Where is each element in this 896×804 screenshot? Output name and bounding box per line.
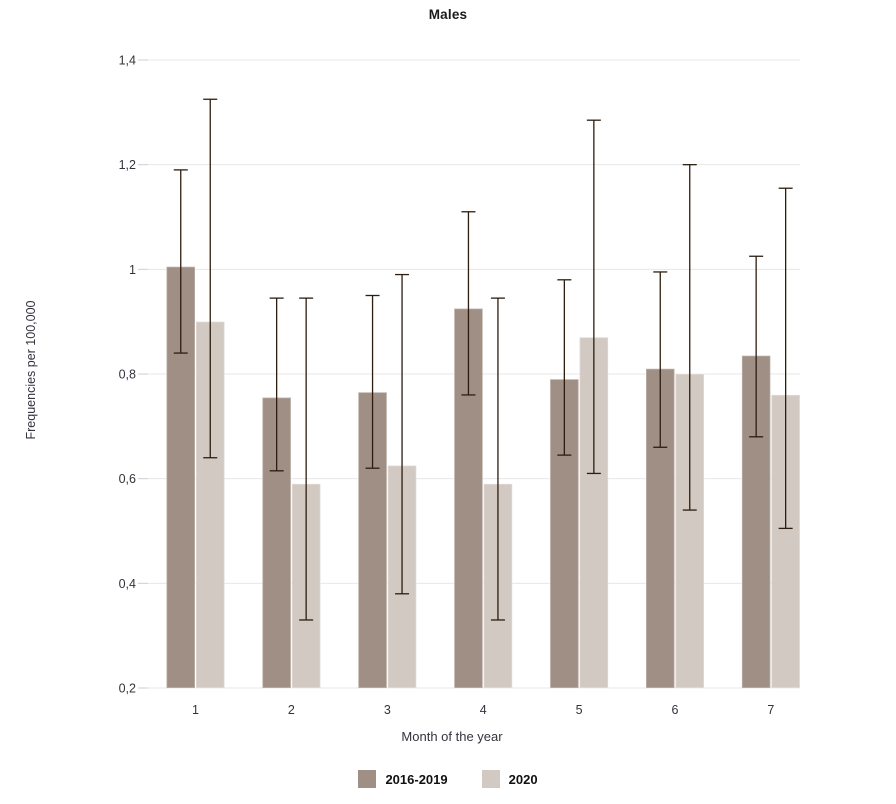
chart-title: Males <box>428 7 468 22</box>
y-tick-label: 0,6 <box>119 472 136 486</box>
y-tick-label: 0,8 <box>119 368 136 382</box>
legend: 2016-2019 2020 <box>0 770 896 788</box>
legend-label-2020: 2020 <box>508 771 538 787</box>
y-tick-label: 1,4 <box>119 54 136 68</box>
legend-item-2020[interactable]: 2020 <box>481 770 538 788</box>
y-tick-label: 0,2 <box>119 682 136 696</box>
y-tick-label: 1 <box>129 263 136 277</box>
x-tick-label-7: 7 <box>767 703 774 717</box>
x-axis-title: Month of the year <box>401 729 503 744</box>
x-tick-label-3: 3 <box>384 703 391 717</box>
legend-swatch-2020 <box>481 770 500 788</box>
x-tick-label-4: 4 <box>480 703 487 717</box>
y-tick-label: 0,4 <box>119 577 136 591</box>
legend-label-2016-2019: 2016-2019 <box>385 771 448 787</box>
legend-swatch-2016-2019 <box>358 770 377 788</box>
bar-2016-2019-month-3 <box>357 391 388 689</box>
x-tick-label-2: 2 <box>288 703 295 717</box>
x-tick-label-6: 6 <box>672 703 679 717</box>
y-tick-label: 1,2 <box>119 158 136 172</box>
x-tick-label-5: 5 <box>576 703 583 717</box>
legend-item-2016-2019[interactable]: 2016-2019 <box>358 770 448 788</box>
x-tick-label-1: 1 <box>192 703 199 717</box>
